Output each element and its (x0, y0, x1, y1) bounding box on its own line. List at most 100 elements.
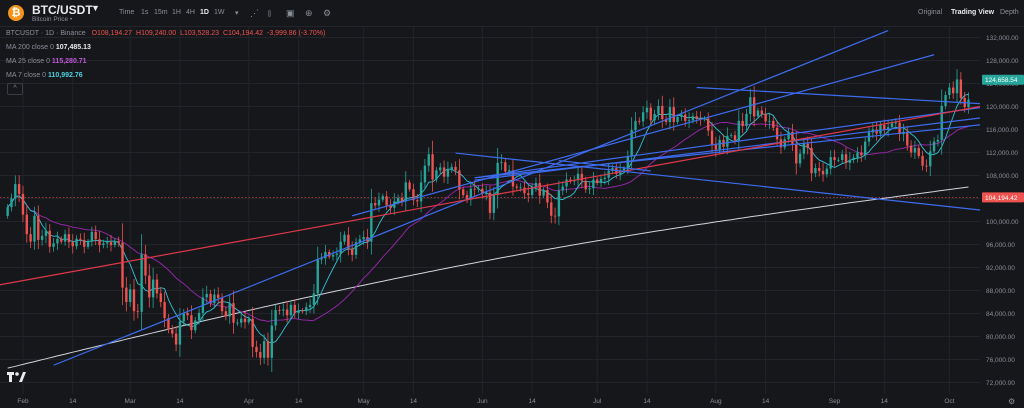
candle-body (301, 310, 304, 312)
candle-body (439, 167, 442, 171)
screenshot-icon[interactable]: ▣ (286, 8, 295, 18)
candle-body (932, 141, 936, 152)
timeframe-1w[interactable]: 1W (214, 9, 225, 16)
candle-body (795, 143, 798, 164)
timeframe-1s[interactable]: 1s (141, 9, 149, 16)
candles-icon[interactable]: ⫾ (268, 8, 271, 18)
add-icon[interactable]: ⊕ (305, 8, 313, 18)
candle-body (389, 205, 392, 208)
candle-body (863, 141, 867, 156)
chevron-down-icon[interactable]: ▼ (91, 3, 100, 13)
candle-body (599, 178, 603, 183)
candle-body (347, 234, 350, 249)
candle-body (917, 147, 920, 156)
candle-body (741, 120, 744, 127)
candle-body (542, 189, 545, 196)
price-tick-label: 84,000.00 (986, 311, 1015, 318)
time-tick-label: 14 (410, 398, 418, 405)
ma25-label: MA 25 close 0 (6, 58, 50, 65)
candle-body (936, 139, 940, 142)
candle-body (431, 154, 434, 180)
candle-body (500, 162, 503, 164)
candle-body (404, 182, 407, 202)
candle-body (29, 234, 32, 242)
chart-grid (0, 26, 980, 394)
candle-body (128, 289, 132, 302)
candle-body (247, 318, 251, 323)
candle-body (733, 135, 737, 141)
candle-body (25, 214, 28, 235)
candle-body (40, 235, 44, 240)
candle-body (584, 180, 587, 190)
candle-body (435, 170, 438, 180)
candle-body (416, 200, 419, 202)
candle-body (703, 118, 706, 120)
candle-body (504, 162, 507, 172)
timeframe-4h[interactable]: 4H (186, 9, 195, 16)
candle-body (680, 114, 683, 117)
trendline (474, 117, 981, 181)
price-chart[interactable]: 72,000.00 76,000.00 80,000.00 84,000.00 88,0… (0, 26, 1024, 408)
candle-body (580, 173, 584, 181)
candle-body (14, 184, 17, 199)
legend-collapse-button[interactable]: ^ (7, 83, 23, 95)
candle-body (764, 113, 767, 122)
ma200-line (7, 186, 969, 369)
candle-body (668, 107, 672, 123)
trendline (696, 86, 981, 105)
time-tick-label: Oct (944, 398, 954, 405)
candle-body (239, 318, 243, 323)
candle-body (182, 312, 185, 322)
top-bar: ₿ BTC/USDT ▼ Bitcoin Price • Time 1s 15m… (0, 0, 1024, 27)
ma200-label: MA 200 close 0 (6, 44, 54, 51)
ma25-line (7, 121, 969, 322)
time-tick-label: May (358, 398, 371, 405)
candle-body (860, 152, 863, 156)
candle-body (259, 352, 262, 358)
candle-body (714, 145, 718, 150)
candle-body (408, 182, 411, 190)
candle-body (530, 187, 534, 196)
tradingview-logo-icon (6, 370, 28, 386)
pair-label: BTCUSDT · 1D · Binance (6, 30, 86, 37)
indicators-icon[interactable]: ⋰ (250, 8, 259, 18)
last-price-label: 104,194.42 (985, 195, 1018, 202)
view-trading-view[interactable]: Trading View (951, 9, 995, 16)
candle-body (802, 143, 806, 154)
symbol-title[interactable]: BTC/USDT (32, 3, 93, 17)
candle-body (477, 188, 480, 190)
settings-icon[interactable]: ⚙ (323, 8, 332, 18)
ma7-value: 110,992.76 (48, 72, 83, 79)
candle-body (293, 304, 296, 313)
chevron-down-icon[interactable]: ▾ (235, 10, 239, 17)
candle-body (641, 112, 645, 122)
candle-body (454, 166, 457, 171)
candle-body (167, 318, 170, 330)
candle-body (335, 253, 339, 255)
ma7-line (7, 93, 969, 344)
candle-body (634, 120, 637, 131)
trendline (474, 124, 981, 179)
candle-body (760, 110, 763, 114)
time-tick-label: 14 (176, 398, 184, 405)
candle-body (136, 311, 139, 312)
timeframe-15m[interactable]: 15m (154, 9, 168, 16)
candle-body (955, 79, 959, 94)
candle-body (17, 184, 21, 194)
candle-body (178, 321, 182, 345)
view-original[interactable]: Original (918, 9, 943, 16)
time-tick-label: Mar (125, 398, 137, 405)
timeframe-time[interactable]: Time (119, 9, 135, 16)
timeframe-1h[interactable]: 1H (172, 9, 181, 16)
candle-body (791, 131, 794, 144)
candle-body (132, 289, 136, 312)
time-tick-label: 14 (295, 398, 303, 405)
timeframe-1d[interactable]: 1D (200, 9, 209, 16)
candle-body (171, 329, 174, 334)
candle-body (412, 189, 415, 201)
candle-body (121, 242, 124, 288)
view-depth[interactable]: Depth (1000, 9, 1019, 16)
candle-body (481, 188, 484, 194)
candle-body (630, 130, 633, 157)
candle-body (473, 188, 476, 190)
